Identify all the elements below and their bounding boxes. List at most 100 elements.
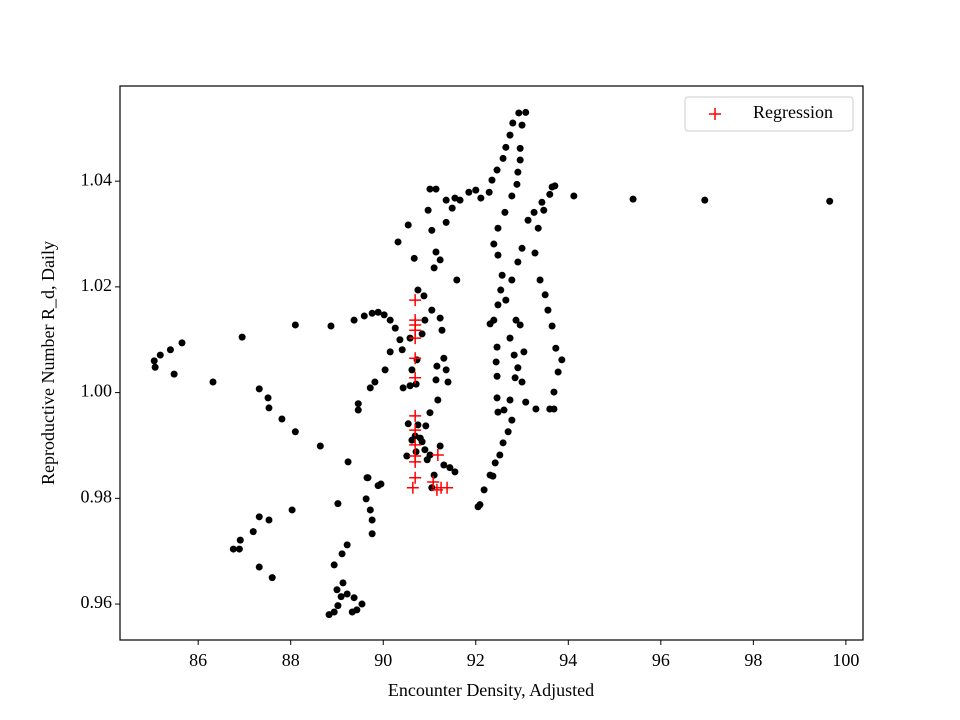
point: [497, 286, 505, 294]
point: [421, 316, 429, 324]
point: [418, 438, 426, 446]
point: [531, 249, 539, 257]
point: [291, 428, 299, 436]
point: [498, 271, 506, 279]
point: [412, 380, 420, 388]
point: [343, 590, 351, 598]
point: [166, 346, 174, 354]
point: [278, 415, 286, 423]
point: [446, 464, 454, 472]
point: [428, 306, 436, 314]
plus-marker: [409, 455, 422, 468]
plus-marker: [441, 481, 454, 494]
point: [422, 422, 430, 430]
point: [701, 196, 709, 204]
point: [490, 240, 498, 248]
point: [432, 248, 440, 256]
point: [502, 143, 510, 151]
point: [170, 370, 178, 378]
point: [386, 348, 394, 356]
point: [499, 154, 507, 162]
point: [268, 574, 276, 582]
point: [440, 354, 448, 362]
point: [334, 602, 342, 610]
point: [453, 276, 461, 284]
point: [448, 204, 456, 212]
point: [524, 216, 532, 224]
point: [371, 378, 379, 386]
point: [508, 416, 516, 424]
point: [522, 108, 530, 116]
point: [518, 378, 526, 386]
point: [366, 506, 374, 514]
plus-marker: [409, 471, 422, 484]
point: [493, 343, 501, 351]
point: [229, 545, 237, 553]
point: [532, 405, 540, 413]
point: [508, 192, 516, 200]
point: [442, 196, 450, 204]
point: [438, 326, 446, 334]
point: [368, 516, 376, 524]
point: [428, 226, 436, 234]
point: [350, 594, 358, 602]
x-tick-label: 90: [374, 650, 392, 670]
point: [826, 197, 834, 205]
point: [291, 321, 299, 329]
point: [538, 198, 546, 206]
point: [344, 458, 352, 466]
y-axis-label: Reproductive Number R_d, Daily: [38, 241, 58, 485]
point: [288, 506, 296, 514]
point: [236, 536, 244, 544]
point: [238, 333, 246, 341]
point: [339, 579, 347, 587]
point: [363, 474, 371, 482]
point: [436, 442, 444, 450]
point: [499, 439, 507, 447]
point: [544, 306, 552, 314]
point: [514, 258, 522, 266]
point: [404, 420, 412, 428]
point: [512, 316, 520, 324]
plus-marker: [409, 332, 422, 345]
point: [494, 251, 502, 259]
plus-marker: [409, 438, 422, 451]
point: [432, 376, 440, 384]
legend-label: Regression: [753, 102, 833, 122]
x-tick-label: 86: [189, 650, 207, 670]
point: [434, 396, 442, 404]
point: [381, 366, 389, 374]
point: [255, 513, 263, 521]
point: [353, 606, 361, 614]
point: [477, 194, 485, 202]
y-tick-label: 1.00: [81, 381, 113, 401]
point: [235, 545, 243, 553]
plus-marker: [431, 448, 444, 461]
point: [451, 468, 459, 476]
point: [493, 372, 501, 380]
point: [418, 330, 426, 338]
point: [403, 452, 411, 460]
point: [629, 195, 637, 203]
point: [337, 593, 345, 601]
point: [255, 385, 263, 393]
point: [334, 500, 342, 508]
point: [433, 362, 441, 370]
point: [520, 348, 528, 356]
point: [516, 144, 524, 152]
point: [330, 561, 338, 569]
point: [442, 218, 450, 226]
point: [506, 396, 514, 404]
point: [394, 238, 402, 246]
point: [513, 180, 521, 188]
point: [178, 339, 186, 347]
point: [423, 456, 431, 464]
point: [150, 357, 158, 365]
point: [430, 471, 438, 479]
x-tick-label: 98: [744, 650, 762, 670]
point: [554, 368, 562, 376]
x-tick-label: 100: [832, 650, 859, 670]
point: [426, 185, 434, 193]
